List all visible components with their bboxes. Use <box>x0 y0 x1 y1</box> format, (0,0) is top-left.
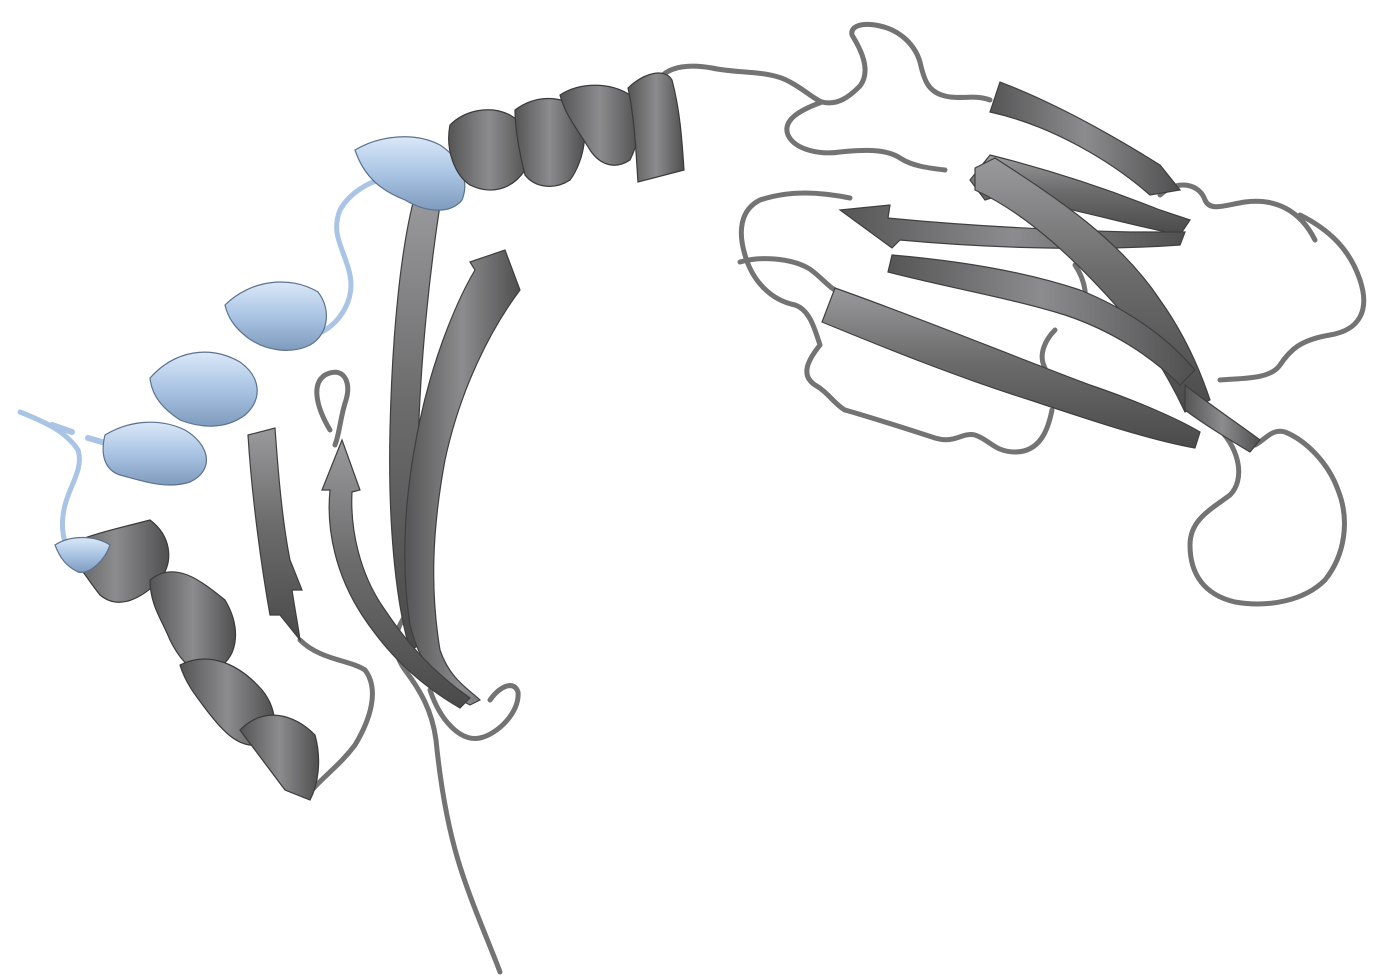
coil-helix-to-domain-linker <box>657 21 993 106</box>
disordered-segment-dashes <box>49 422 105 445</box>
alpha-helix-lower-left <box>60 519 320 801</box>
alpha-helix-top <box>448 72 685 191</box>
coil-blue-linker <box>319 177 383 335</box>
beta-strand-r5 <box>887 254 1196 386</box>
coil-domain-left-loop <box>738 190 853 413</box>
coil-bottom-hairpin <box>427 683 521 741</box>
coil-domain-right-loop <box>1157 182 1367 383</box>
beta-strand-r6 <box>821 287 1201 449</box>
coil-small-loop-top <box>314 369 351 448</box>
coil-strand-connector-b <box>1039 327 1058 371</box>
beta-strand-3 <box>321 438 471 709</box>
coil-domain-bottom-loop <box>842 407 1055 455</box>
coil-domain-inner-loop <box>737 256 843 295</box>
beta-sandwich-right-domain <box>821 81 1261 453</box>
coil-domain-big-bottom-loop <box>1187 427 1347 607</box>
coil-loops <box>17 21 1367 975</box>
beta-strand-r1 <box>989 81 1182 196</box>
coil-domain-upper-loop <box>784 99 948 173</box>
beta-sheet-left <box>247 194 521 709</box>
beta-strand-r7 <box>1184 383 1261 453</box>
alpha-helix-blue-segment <box>54 136 466 573</box>
beta-strand-2 <box>404 249 521 706</box>
coil-left-hairpin-loop <box>297 637 375 793</box>
beta-strand-4 <box>247 427 303 643</box>
